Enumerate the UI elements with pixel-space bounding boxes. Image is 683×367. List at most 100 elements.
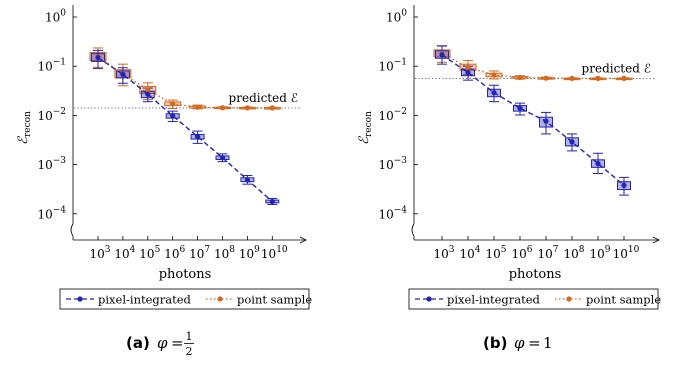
x-tick-label: 104 [114,245,135,261]
median-point [621,75,627,81]
legend-box [59,288,310,310]
y-tick-label: 10−4 [378,205,407,221]
y-tick-labels: 100 10−1 10−2 10−3 10−4 [378,9,418,221]
panel-caption-label: (a) [126,334,150,352]
median-point [145,91,151,97]
x-axis-label: photons [159,267,212,282]
median-point [517,105,523,111]
caption-frac-num: 1 [186,330,193,343]
legend-label-pixel-integrated: pixel-integrated [447,293,541,307]
legend-marker-pixel-integrated [77,296,83,302]
y-tick-label: 10−3 [37,156,66,172]
y-axis-break [70,223,74,237]
x-tick-label: 1010 [261,245,288,261]
legend-marker-pixel-integrated [426,296,432,302]
x-tick-label: 104 [459,245,480,261]
x-tick-label: 107 [537,245,558,261]
median-point [170,113,176,119]
median-point [195,134,201,140]
panel-caption: (a) φ = 1 2 [126,330,194,358]
y-tick-label: 100 [386,9,407,25]
y-tick-label: 10−1 [378,58,407,74]
median-point [219,105,226,111]
median-point [195,104,201,110]
x-tick-label: 105 [485,245,506,261]
median-point [543,75,549,81]
x-tick-label: 103 [89,245,110,261]
median-point [170,101,176,107]
median-point [145,87,151,93]
caption-var: φ [514,334,525,352]
median-point [621,182,627,188]
y-axis-label-sub: recon [23,111,33,137]
median-point [543,118,549,124]
x-tick-labels: 103 104 105 106 107 108 109 1010 [89,236,288,261]
panel-caption-label: (b) [483,334,507,352]
median-point [595,75,601,81]
series-line-point-sample [441,53,624,80]
legend-label-point-sample: point sample [237,293,312,307]
x-tick-label: 106 [164,245,185,261]
x-tick-label: 1010 [613,245,640,261]
series-line-pixel-integrated [441,54,625,186]
caption-var: φ [157,334,168,352]
median-point [95,54,101,61]
caption-num: 1 [543,334,553,352]
panel-caption: (b) φ = 1 [483,334,553,352]
median-point [219,155,226,161]
y-tick-label: 100 [45,9,66,25]
x-tick-label: 108 [214,245,235,261]
legend-marker-point-sample [566,296,572,302]
median-point [569,75,575,81]
chart-panel-b: 100 10−1 10−2 10−3 10−4 103 104 105 106 107 108 10… [357,5,661,352]
median-point [269,105,275,111]
caption-frac-den: 2 [186,345,193,358]
y-axis-label: ℰrecon [16,111,33,145]
x-axis-arrow [299,236,307,244]
y-tick-label: 10−2 [378,107,407,123]
legend-marker-point-sample [217,296,223,302]
legend-box [408,288,659,310]
caption-eq: = [528,334,541,352]
plot-area [74,47,300,205]
y-axis-label-main: ℰ [357,136,372,145]
y-tick-label: 10−3 [378,156,407,172]
median-point [439,52,445,58]
median-point [120,71,126,78]
x-tick-label: 103 [433,245,454,261]
y-tick-label: 10−4 [37,205,66,221]
median-point [595,160,601,167]
x-tick-label: 105 [139,245,160,261]
legend: pixel-integrated point sample [59,288,312,310]
median-point [491,72,497,78]
median-point [465,70,471,76]
series-line-point-sample [97,56,273,109]
legend-label-pixel-integrated: pixel-integrated [98,293,192,307]
x-tick-labels: 103 104 105 106 107 108 109 1010 [433,236,640,261]
x-tick-label: 108 [563,245,584,261]
caption-eq: = [171,334,184,352]
x-axis-arrow [652,236,660,244]
median-point [465,64,471,70]
y-axis-label-sub: recon [364,111,374,137]
legend: pixel-integrated point sample [408,288,661,310]
y-tick-labels: 100 10−1 10−2 10−3 10−4 [37,9,77,221]
x-tick-label: 106 [511,245,532,261]
x-axis-label: photons [509,267,562,282]
y-axis-break [411,223,415,237]
legend-label-point-sample: point sample [586,293,661,307]
median-point [244,105,250,111]
y-tick-label: 10−1 [37,58,66,74]
median-point [491,90,497,96]
median-point [269,198,275,205]
predicted-label: predicted ℰ [229,91,298,105]
x-tick-label: 109 [239,245,260,261]
median-point [517,74,523,81]
x-tick-label: 107 [189,245,210,261]
median-point [244,177,250,183]
series-line-pixel-integrated [97,56,273,203]
y-axis-label: ℰrecon [357,111,374,145]
plot-area [415,45,656,196]
